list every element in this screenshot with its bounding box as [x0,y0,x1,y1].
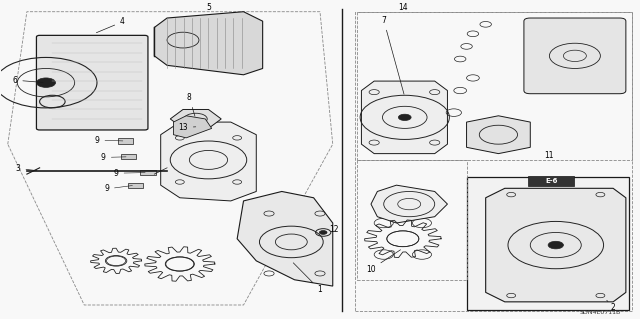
FancyBboxPatch shape [140,170,156,175]
Text: 9: 9 [101,153,126,162]
Circle shape [36,78,56,87]
Text: 1: 1 [293,263,323,294]
Text: 3: 3 [15,164,37,173]
Text: 5: 5 [206,3,211,12]
Circle shape [319,231,327,234]
FancyBboxPatch shape [118,138,133,144]
Text: 4: 4 [97,17,125,33]
Text: 8: 8 [187,93,195,116]
Polygon shape [237,191,333,286]
Text: SDN4E0711B: SDN4E0711B [580,310,621,315]
FancyBboxPatch shape [524,18,626,94]
Text: 7: 7 [381,16,404,94]
Text: E-6: E-6 [545,178,557,184]
Text: 9: 9 [104,184,132,193]
Text: 10: 10 [366,250,401,274]
Text: 13: 13 [178,123,196,132]
Circle shape [398,114,411,121]
Text: 2: 2 [607,300,616,312]
Polygon shape [161,122,256,201]
Polygon shape [170,109,221,128]
Polygon shape [371,185,447,223]
Polygon shape [467,116,531,154]
Text: 6: 6 [12,76,44,85]
FancyBboxPatch shape [121,154,136,159]
Polygon shape [362,81,447,154]
Text: 9: 9 [114,169,145,178]
Text: 9: 9 [95,136,123,145]
Polygon shape [154,12,262,75]
FancyBboxPatch shape [127,183,143,188]
FancyBboxPatch shape [529,176,573,186]
Text: 14: 14 [398,3,408,12]
Text: 11: 11 [545,151,554,160]
Polygon shape [173,116,212,138]
Text: 12: 12 [330,226,339,234]
FancyBboxPatch shape [36,35,148,130]
FancyBboxPatch shape [467,177,629,310]
Polygon shape [486,188,626,302]
Circle shape [548,241,563,249]
